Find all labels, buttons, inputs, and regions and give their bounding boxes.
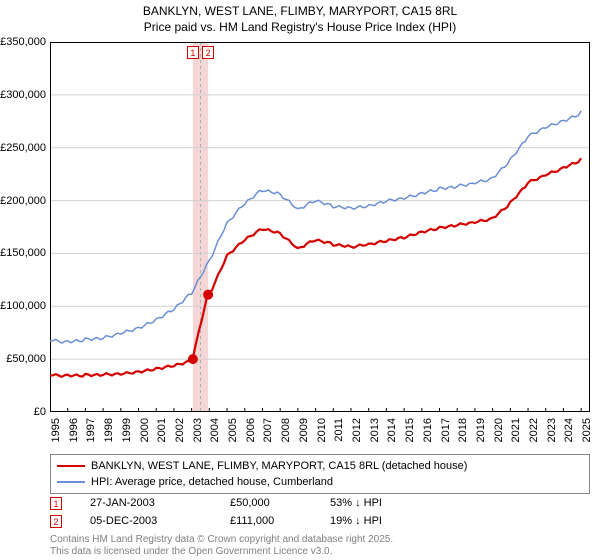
x-tick-label: 2010	[316, 418, 328, 442]
sale-badge: 1	[50, 497, 62, 510]
x-tick-label: 2012	[351, 418, 363, 442]
legend-item: HPI: Average price, detached house, Cumb…	[57, 474, 583, 490]
sale-marker-badge: 1	[187, 46, 199, 59]
attribution: Contains HM Land Registry data © Crown c…	[50, 534, 393, 558]
x-tick-label: 2003	[192, 418, 204, 442]
x-tick-label: 2014	[386, 418, 398, 442]
sale-date: 27-JAN-2003	[90, 497, 230, 509]
x-tick-label: 2013	[369, 418, 381, 442]
plot-area: 12	[50, 42, 590, 412]
attribution-line-2: This data is licensed under the Open Gov…	[50, 546, 393, 558]
sale-row: 1 27-JAN-2003£50,00053% ↓ HPI	[50, 494, 590, 512]
sale-date: 05-DEC-2003	[90, 515, 230, 527]
sale-diff: 19% ↓ HPI	[330, 515, 450, 527]
x-tick-label: 2011	[333, 418, 345, 442]
legend-label: BANKLYN, WEST LANE, FLIMBY, MARYPORT, CA…	[91, 460, 467, 472]
sale-price: £111,000	[230, 515, 330, 527]
x-tick-label: 2019	[475, 418, 487, 442]
x-tick-label: 2022	[528, 418, 540, 442]
x-tick-label: 2008	[280, 418, 292, 442]
chart-container: BANKLYN, WEST LANE, FLIMBY, MARYPORT, CA…	[0, 0, 600, 560]
sale-row: 2 05-DEC-2003£111,00019% ↓ HPI	[50, 512, 590, 530]
y-tick-label: £150,000	[0, 247, 46, 259]
x-tick-label: 2016	[422, 418, 434, 442]
y-tick-label: £0	[34, 406, 46, 418]
attribution-line-1: Contains HM Land Registry data © Crown c…	[50, 534, 393, 546]
x-tick-label: 2020	[493, 418, 505, 442]
y-axis: £0£50,000£100,000£150,000£200,000£250,00…	[0, 42, 48, 412]
legend-swatch	[57, 481, 85, 483]
x-tick-label: 2006	[245, 418, 257, 442]
y-tick-label: £100,000	[0, 300, 46, 312]
sale-badge: 2	[50, 515, 62, 528]
x-tick-label: 1995	[50, 418, 62, 442]
sales-table: 1 27-JAN-2003£50,00053% ↓ HPI 2 05-DEC-2003…	[50, 494, 590, 530]
title-line-1: BANKLYN, WEST LANE, FLIMBY, MARYPORT, CA…	[0, 4, 600, 20]
x-tick-label: 1999	[121, 418, 133, 442]
x-tick-label: 2005	[227, 418, 239, 442]
x-tick-label: 1997	[85, 418, 97, 442]
y-tick-label: £350,000	[0, 36, 46, 48]
legend-item: BANKLYN, WEST LANE, FLIMBY, MARYPORT, CA…	[57, 458, 583, 474]
y-tick-label: £200,000	[0, 195, 46, 207]
title-line-2: Price paid vs. HM Land Registry's House …	[0, 20, 600, 36]
y-tick-label: £250,000	[0, 142, 46, 154]
x-tick-label: 1998	[103, 418, 115, 442]
y-tick-label: £50,000	[6, 353, 46, 365]
x-tick-label: 2023	[546, 418, 558, 442]
x-tick-label: 2024	[563, 418, 575, 442]
x-tick-label: 2001	[156, 418, 168, 442]
x-tick-label: 2017	[440, 418, 452, 442]
x-tick-label: 2009	[298, 418, 310, 442]
x-tick-label: 2018	[457, 418, 469, 442]
x-tick-label: 2002	[174, 418, 186, 442]
sale-marker-badge: 2	[202, 46, 214, 59]
x-tick-label: 2021	[510, 418, 522, 442]
x-tick-label: 2007	[262, 418, 274, 442]
legend-label: HPI: Average price, detached house, Cumb…	[91, 476, 333, 488]
x-axis: 1995 1996 1997 1998 1999 2000 2001 2002 2003 2004…	[50, 414, 590, 454]
x-tick-label: 2025	[581, 418, 593, 442]
sale-diff: 53% ↓ HPI	[330, 497, 450, 509]
legend: BANKLYN, WEST LANE, FLIMBY, MARYPORT, CA…	[50, 454, 590, 494]
x-tick-label: 2000	[139, 418, 151, 442]
x-tick-label: 1996	[68, 418, 80, 442]
plot-svg	[50, 42, 590, 412]
x-tick-label: 2004	[209, 418, 221, 442]
legend-swatch	[57, 465, 85, 468]
y-tick-label: £300,000	[0, 89, 46, 101]
chart-title: BANKLYN, WEST LANE, FLIMBY, MARYPORT, CA…	[0, 0, 600, 35]
sale-price: £50,000	[230, 497, 330, 509]
x-tick-label: 2015	[404, 418, 416, 442]
